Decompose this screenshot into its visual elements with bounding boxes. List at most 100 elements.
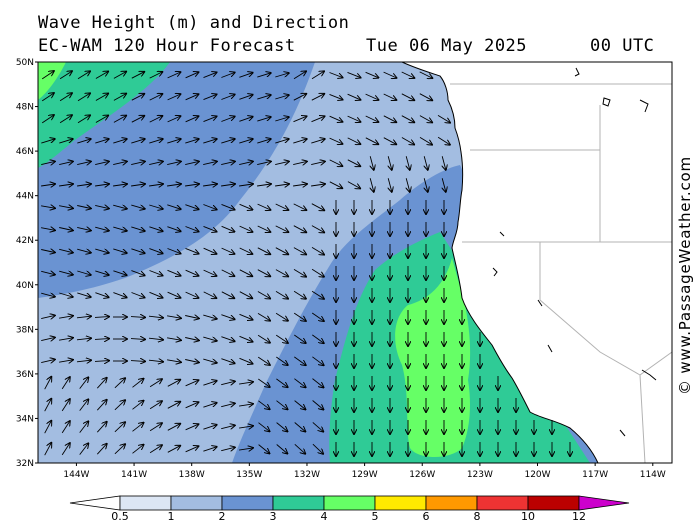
wave-arrow xyxy=(239,184,253,186)
wave-arrow xyxy=(293,94,306,101)
wave-arrow xyxy=(311,184,325,186)
wave-arrow xyxy=(96,400,106,411)
wave-arrow xyxy=(442,156,446,170)
wave-arrow xyxy=(95,139,108,144)
wave-arrow xyxy=(149,379,162,388)
wave-arrow xyxy=(94,339,109,340)
wave-arrow xyxy=(221,447,235,450)
wave-arrow xyxy=(203,359,216,363)
wave-arrow xyxy=(167,204,180,209)
wave-arrow xyxy=(77,184,91,186)
wave-arrow xyxy=(185,184,199,186)
wave-arrow xyxy=(95,249,108,253)
wave-arrow xyxy=(185,247,199,253)
wave-arrow xyxy=(257,95,270,100)
wave-arrow xyxy=(114,422,125,433)
wave-arrow xyxy=(113,205,127,209)
wave-arrow xyxy=(383,71,397,78)
legend-label: 0.5 xyxy=(111,510,129,523)
wave-arrow xyxy=(294,400,306,410)
wave-arrow xyxy=(347,115,361,122)
wave-arrow xyxy=(203,337,216,341)
wave-arrow xyxy=(257,161,271,164)
wave-arrow xyxy=(275,203,289,210)
wave-arrow xyxy=(257,139,270,144)
wave-arrow xyxy=(257,117,270,122)
legend-swatch-5-6 xyxy=(374,495,427,511)
wave-arrow xyxy=(437,115,450,122)
wave-arrow xyxy=(294,422,306,432)
wave-arrow xyxy=(329,137,343,144)
wave-arrow xyxy=(311,312,324,321)
wave-arrow xyxy=(347,137,361,144)
wave-arrow xyxy=(167,226,180,232)
wave-arrow xyxy=(258,444,270,454)
wave-arrow xyxy=(276,356,287,365)
wave-arrow xyxy=(203,161,217,164)
wave-arrow xyxy=(61,399,70,412)
wave-arrow xyxy=(131,116,144,123)
wave-arrow xyxy=(257,184,271,186)
wave-arrow xyxy=(239,247,253,254)
wave-arrow xyxy=(167,424,180,431)
wave-arrow xyxy=(329,72,343,78)
state-borders xyxy=(450,83,672,463)
wave-direction-arrows xyxy=(41,71,570,456)
wave-arrow xyxy=(131,94,144,101)
wave-arrow xyxy=(130,339,145,340)
legend-swatch-gt-12 xyxy=(578,495,630,511)
wave-arrow xyxy=(113,184,127,186)
wave-arrow xyxy=(239,161,253,164)
wave-arrow xyxy=(203,204,216,210)
wave-arrow xyxy=(167,380,180,387)
wave-arrow xyxy=(293,247,306,255)
wave-arrow xyxy=(167,402,180,409)
wave-arrow xyxy=(388,156,392,170)
wave-arrow xyxy=(185,94,199,101)
wave-arrow xyxy=(59,228,73,231)
lon-label: 141W xyxy=(121,470,147,480)
wave-arrow xyxy=(221,291,234,298)
wave-arrow xyxy=(419,137,432,144)
wave-arrow xyxy=(130,361,145,362)
wave-arrow xyxy=(44,421,52,434)
wave-arrow xyxy=(293,116,307,123)
wave-arrow xyxy=(96,422,106,433)
wave-arrow xyxy=(203,447,216,452)
wave-arrow xyxy=(275,269,288,277)
wave-arrow xyxy=(239,448,253,450)
wave-arrow xyxy=(167,269,181,275)
wave-zone-2-3m-nw xyxy=(38,62,315,298)
wave-arrow xyxy=(130,317,145,318)
wave-arrow xyxy=(59,249,73,252)
wave-arrow xyxy=(239,335,253,341)
wave-arrow xyxy=(96,378,106,389)
wave-arrow xyxy=(239,382,253,384)
wave-arrow xyxy=(294,334,305,343)
wave-arrow xyxy=(167,184,181,186)
wave-arrow xyxy=(96,444,106,455)
wave-arrow xyxy=(347,93,361,100)
wave-arrow xyxy=(257,73,270,78)
wave-arrow xyxy=(239,139,252,144)
wave-arrow xyxy=(258,400,269,409)
wave-arrow xyxy=(167,139,180,144)
wave-arrow xyxy=(41,315,55,318)
wave-arrow xyxy=(59,184,73,186)
wave-arrow xyxy=(294,378,305,388)
wave-arrow xyxy=(167,446,180,453)
wave-arrow xyxy=(311,161,325,164)
wave-arrow xyxy=(149,445,162,454)
wave-arrow xyxy=(114,378,125,389)
wave-arrow xyxy=(41,337,55,340)
legend-label: 6 xyxy=(423,510,430,523)
wave-arrow xyxy=(203,425,216,430)
wave-arrow xyxy=(257,269,270,277)
wave-arrow xyxy=(437,136,450,144)
wave-arrow xyxy=(41,93,54,102)
wave-arrow xyxy=(167,360,181,362)
wave-arrow xyxy=(311,225,324,233)
wave-arrow xyxy=(113,94,126,101)
wave-arrow xyxy=(203,291,217,298)
